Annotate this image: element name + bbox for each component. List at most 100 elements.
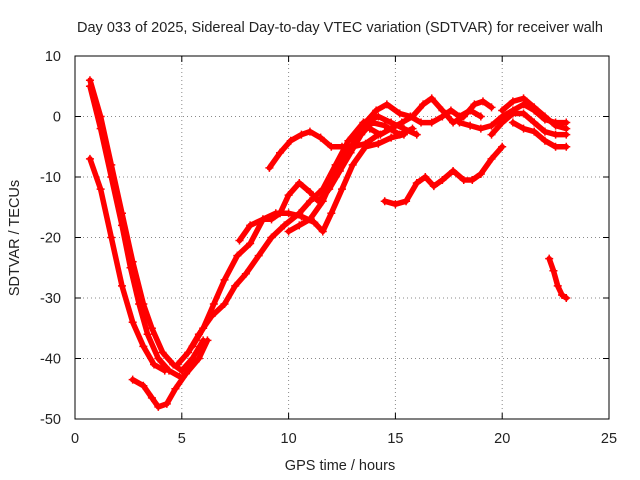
data-point (530, 103, 539, 112)
data-point (487, 154, 496, 163)
data-point (562, 142, 571, 151)
data-point (329, 173, 338, 181)
data-point (470, 100, 479, 109)
data-point (397, 118, 406, 127)
series-track-10 (365, 94, 496, 139)
data-point (209, 300, 218, 309)
data-point (374, 139, 383, 148)
data-point (147, 324, 156, 333)
y-tick-label: -20 (40, 231, 61, 247)
data-point (466, 121, 475, 130)
data-point (284, 227, 293, 236)
data-point (318, 227, 327, 236)
data-point (160, 366, 169, 375)
series-line (174, 113, 420, 368)
data-point (194, 354, 203, 363)
data-point (468, 176, 477, 185)
series-line (87, 83, 183, 380)
data-point (487, 121, 496, 130)
data-point (562, 124, 571, 133)
series-track-8 (265, 127, 383, 172)
data-point (365, 124, 374, 133)
x-tick-label: 10 (281, 431, 297, 447)
plot-frame (74, 55, 610, 420)
data-point (530, 127, 539, 136)
data-point (276, 148, 285, 157)
data-point (348, 160, 357, 169)
data-point (427, 118, 436, 127)
data-point (519, 109, 528, 118)
data-point (318, 197, 327, 206)
y-tick-label: -10 (40, 170, 61, 186)
data-point (382, 100, 391, 109)
series-track-2 (85, 82, 184, 381)
data-point (171, 384, 180, 393)
data-point (143, 330, 152, 339)
y-tick-label: -30 (40, 291, 61, 307)
data-point (508, 118, 517, 127)
data-point (558, 290, 567, 299)
data-point (408, 112, 417, 121)
data-point (478, 97, 487, 106)
data-point (117, 221, 126, 230)
data-point (305, 127, 314, 136)
data-point (327, 142, 336, 151)
data-point (184, 348, 193, 357)
data-point (408, 124, 417, 133)
data-point (305, 215, 314, 224)
series-track-3 (85, 154, 169, 375)
data-point (316, 133, 325, 142)
data-point (380, 121, 389, 130)
data-point (395, 109, 404, 118)
series-track-13 (487, 109, 571, 139)
data-point (158, 348, 167, 357)
axis-ticks: 0 5 10 15 20 25 -50 -40 -30 -20 -10 0 10 (40, 49, 617, 447)
data-point (182, 369, 191, 378)
data-point (338, 185, 346, 194)
series-track-16 (545, 254, 571, 302)
data-point (374, 112, 383, 121)
data-point (297, 130, 306, 139)
data-point (154, 354, 163, 363)
data-point (340, 154, 349, 163)
data-point (551, 130, 560, 139)
data-point (162, 399, 171, 408)
data-point (476, 124, 485, 133)
data-point (387, 124, 396, 133)
data-point (135, 300, 144, 309)
data-point (540, 112, 549, 121)
data-point (412, 179, 421, 188)
data-point (276, 209, 285, 218)
data-point (549, 266, 558, 275)
data-point (508, 109, 517, 118)
data-point (372, 106, 381, 115)
data-point (545, 254, 554, 263)
data-point (376, 130, 385, 139)
data-point (540, 127, 549, 136)
data-point (173, 360, 182, 369)
data-point (284, 209, 293, 218)
x-tick-label: 25 (601, 431, 617, 447)
data-point (391, 200, 400, 209)
data-point (498, 118, 507, 127)
data-point (267, 233, 276, 242)
data-point (455, 118, 464, 127)
x-tick-label: 15 (387, 431, 403, 447)
data-point (117, 281, 126, 290)
data-point (438, 106, 447, 115)
y-tick-label: 0 (53, 110, 61, 126)
data-point (96, 185, 105, 194)
data-point (476, 112, 485, 121)
data-point (241, 269, 250, 278)
data-point (519, 94, 528, 103)
x-tick-label: 5 (178, 431, 186, 447)
data-point (295, 221, 304, 230)
data-point (540, 136, 549, 145)
data-point (476, 169, 485, 178)
data-point (338, 142, 346, 151)
data-point (421, 173, 430, 181)
data-point (85, 82, 94, 91)
data-point (438, 176, 447, 185)
data-point (419, 100, 428, 109)
